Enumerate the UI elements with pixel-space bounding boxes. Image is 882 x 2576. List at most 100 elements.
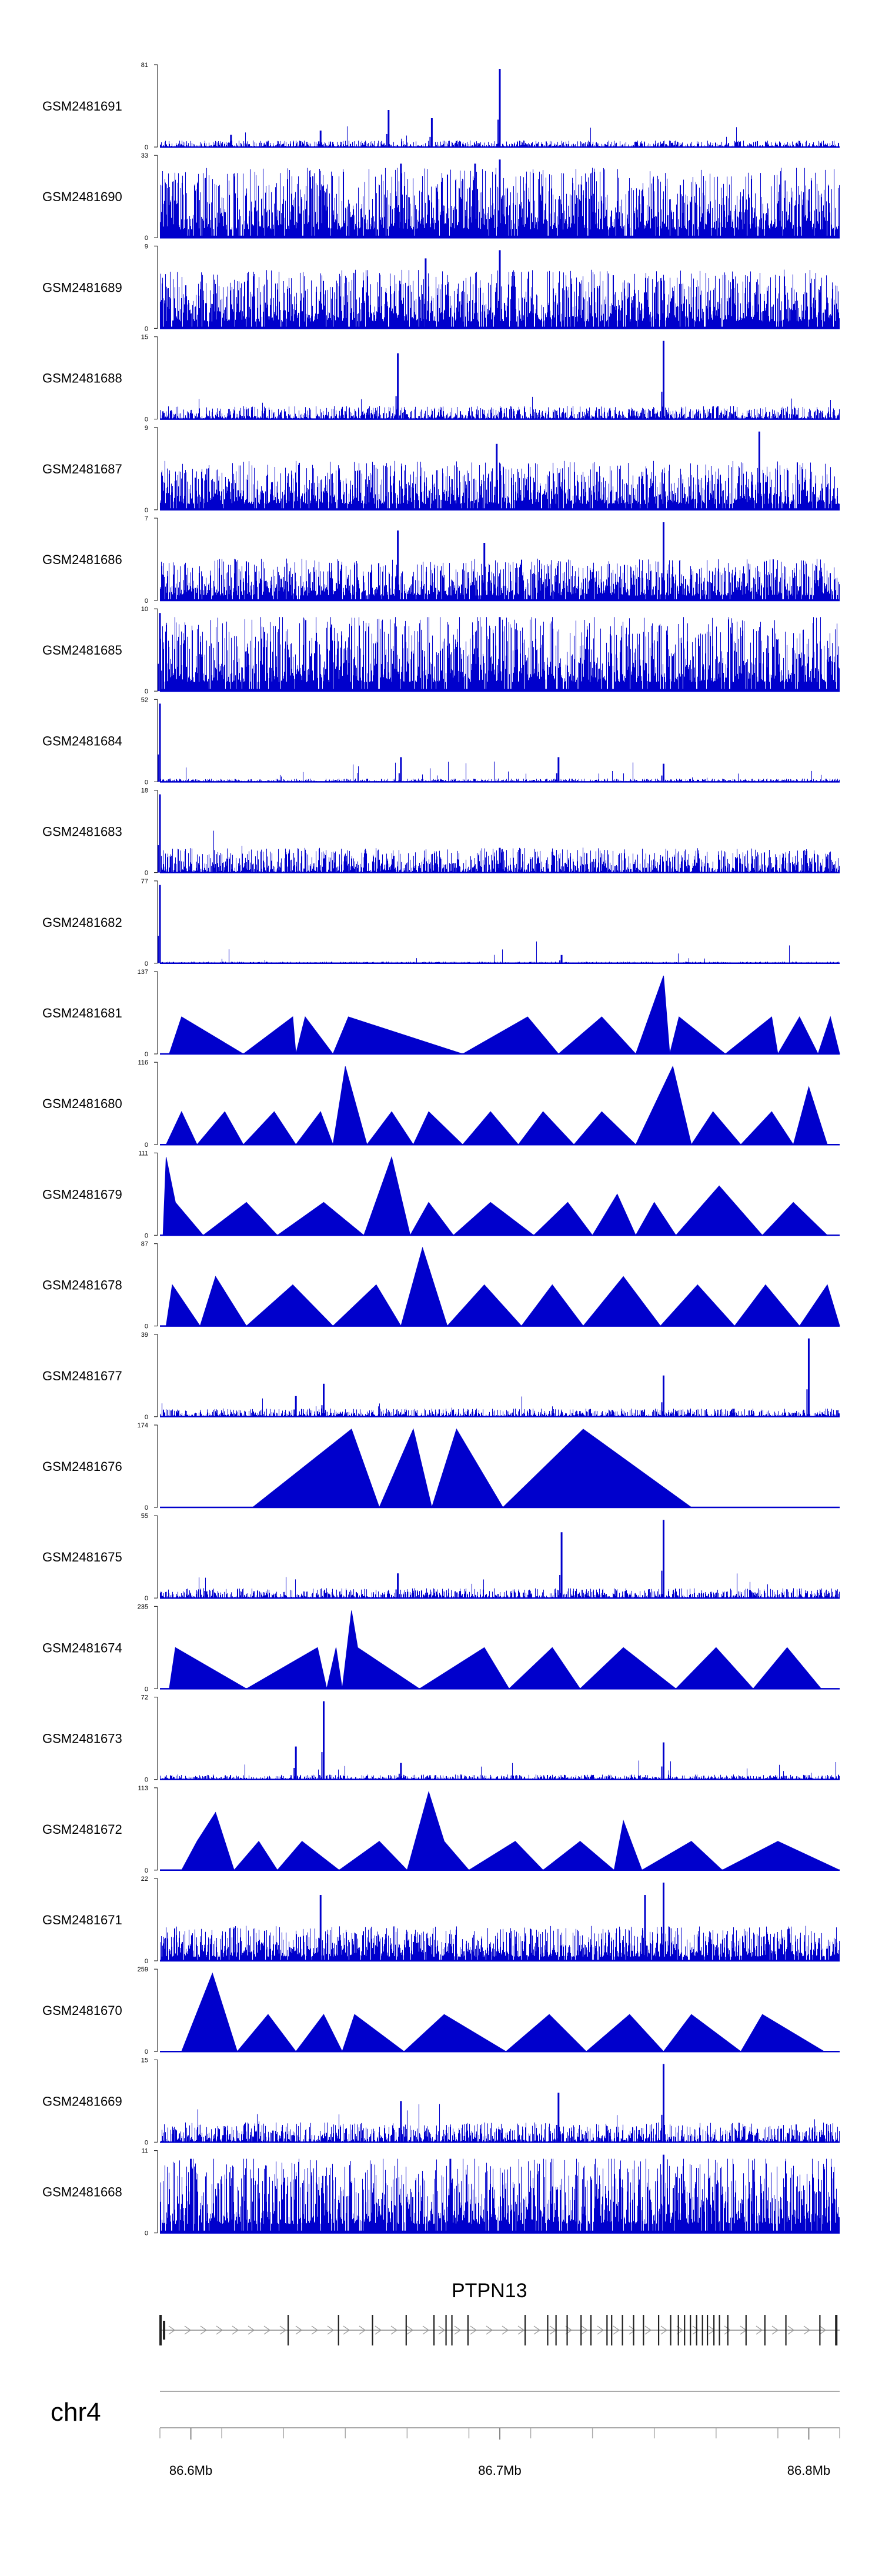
- signal-area: [252, 1428, 693, 1509]
- y-min-label: 0: [145, 870, 148, 877]
- track-label: GSM2481680: [42, 1096, 122, 1111]
- y-min-label: 0: [145, 1777, 148, 1784]
- track-label: GSM2481676: [42, 1459, 122, 1474]
- gene-exon: [524, 2315, 526, 2345]
- y-min-label: 0: [145, 235, 148, 242]
- chromosome-label: chr4: [51, 2398, 101, 2427]
- gene-exon: [405, 2315, 407, 2345]
- strand-arrow: [613, 2325, 620, 2335]
- strand-arrow: [279, 2325, 287, 2335]
- y-max-label: 235: [138, 1603, 148, 1610]
- strand-arrow: [517, 2325, 525, 2335]
- track-label: GSM2481677: [42, 1369, 122, 1383]
- track-label: GSM2481682: [42, 915, 122, 930]
- gene-exon: [785, 2315, 787, 2345]
- track-label: GSM2481674: [42, 1640, 122, 1655]
- track-label: GSM2481683: [42, 825, 122, 839]
- strand-arrow: [803, 2325, 811, 2335]
- strand-arrow: [422, 2325, 430, 2335]
- y-min-label: 0: [145, 1686, 148, 1693]
- gene-exon: [643, 2315, 644, 2345]
- strand-arrow: [644, 2325, 652, 2335]
- gene-exon: [819, 2315, 821, 2345]
- y-max-label: 7: [145, 515, 148, 522]
- track-GSM2481685: GSM2481685 10 0: [42, 606, 840, 695]
- y-max-label: 10: [141, 606, 148, 613]
- y-min-label: 0: [145, 1504, 148, 1511]
- gene-exon: [835, 2315, 838, 2345]
- track-GSM2481689: GSM2481689 9 0: [42, 243, 840, 332]
- gene-exon: [684, 2315, 686, 2345]
- track-label: GSM2481687: [42, 462, 122, 476]
- strand-arrow: [533, 2325, 541, 2335]
- signal-bars: [159, 1396, 840, 1417]
- strand-arrow: [438, 2325, 446, 2335]
- strand-arrow: [375, 2325, 382, 2335]
- gene-exon: [745, 2315, 747, 2345]
- gene-exon: [764, 2315, 766, 2345]
- y-min-label: 0: [145, 1232, 148, 1239]
- y-max-label: 15: [141, 334, 148, 341]
- y-max-label: 77: [141, 878, 148, 885]
- strand-arrow: [724, 2325, 731, 2335]
- y-min-label: 0: [145, 688, 148, 695]
- y-max-label: 39: [141, 1332, 148, 1339]
- strand-arrow: [390, 2325, 398, 2335]
- gene-exon: [467, 2315, 469, 2345]
- track-label: GSM2481690: [42, 189, 122, 204]
- track-label: GSM2481669: [42, 2094, 122, 2108]
- gene-name: PTPN13: [452, 2280, 527, 2302]
- strand-arrow: [470, 2325, 477, 2335]
- gene-exon: [713, 2315, 715, 2345]
- gene-exon: [633, 2315, 634, 2345]
- signal-area: [169, 975, 840, 1055]
- signal-bars: [159, 2158, 840, 2233]
- y-max-label: 33: [141, 152, 148, 159]
- x-tick-label: 86.7Mb: [478, 2463, 521, 2478]
- track-GSM2481681: GSM2481681 137 0: [42, 969, 840, 1058]
- y-max-label: 81: [141, 62, 148, 69]
- y-min-label: 0: [145, 598, 148, 605]
- track-GSM2481686: GSM2481686 7 0: [42, 515, 840, 605]
- strand-arrow: [359, 2325, 366, 2335]
- strand-arrow: [343, 2325, 350, 2335]
- y-max-label: 87: [141, 1241, 148, 1248]
- track-GSM2481687: GSM2481687 9 0: [42, 425, 840, 514]
- y-max-label: 18: [141, 788, 148, 795]
- signal-bars: [159, 2104, 840, 2143]
- signal-area: [181, 1791, 840, 1871]
- strand-arrow: [311, 2325, 319, 2335]
- gene-exon: [719, 2315, 720, 2345]
- strand-arrow: [660, 2325, 668, 2335]
- strand-arrow: [232, 2325, 239, 2335]
- strand-arrow: [295, 2325, 303, 2335]
- y-max-label: 116: [138, 1059, 148, 1066]
- gene-exon: [690, 2315, 691, 2345]
- gene-exon: [696, 2315, 697, 2345]
- gene-exon: [445, 2315, 447, 2345]
- strand-arrow: [502, 2325, 509, 2335]
- signal-bars: [159, 1760, 840, 1780]
- track-GSM2481682: GSM2481682 77 0: [42, 878, 840, 967]
- track-GSM2481680: GSM2481680 116 0: [42, 1059, 840, 1149]
- signal-area: [169, 1610, 822, 1690]
- gene-exon: [606, 2315, 608, 2345]
- signal-bars: [159, 1573, 840, 1599]
- x-tick-label: 86.6Mb: [169, 2463, 212, 2478]
- track-GSM2481669: GSM2481669 15 0: [42, 2057, 840, 2146]
- gene-exon: [287, 2315, 289, 2345]
- y-min-label: 0: [145, 1595, 148, 1602]
- y-max-label: 11: [142, 2148, 148, 2155]
- gene-exon: [338, 2315, 339, 2345]
- gene-exon: [580, 2315, 582, 2345]
- track-label: GSM2481691: [42, 99, 122, 114]
- track-label: GSM2481679: [42, 1187, 122, 1202]
- strand-arrow: [581, 2325, 589, 2335]
- track-label: GSM2481681: [42, 1006, 122, 1020]
- track-GSM2481678: GSM2481678 87 0: [42, 1241, 840, 1330]
- track-label: GSM2481678: [42, 1278, 122, 1293]
- y-max-label: 55: [141, 1513, 148, 1520]
- y-max-label: 22: [141, 1876, 148, 1883]
- track-GSM2481676: GSM2481676 174 0: [42, 1422, 840, 1511]
